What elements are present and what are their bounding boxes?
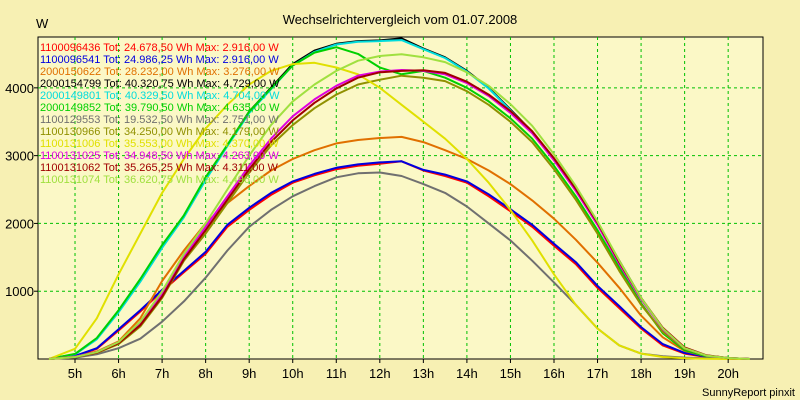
x-tick-label: 16h (543, 366, 565, 381)
x-tick-label: 19h (674, 366, 696, 381)
y-tick-label: 3000 (5, 149, 34, 164)
y-tick-label: 2000 (5, 216, 34, 231)
x-tick-label: 9h (242, 366, 256, 381)
grid (38, 37, 763, 359)
legend: 1100096436 Tot: 24.678,50 Wh Max: 2.916,… (40, 42, 280, 186)
series-line-1100131006 (48, 61, 750, 360)
legend-entry-1100096541: 1100096541 Tot: 24.986,25 Wh Max: 2.916,… (40, 54, 279, 66)
legend-entry-1100131074: 1100131074 Tot: 36.620,75 Wh Max: 4.496,… (40, 174, 279, 186)
series-line-1100131074 (48, 53, 750, 360)
series-layer (48, 37, 750, 360)
legend-entry-1100131062: 1100131062 Tot: 35.265,25 Wh Max: 4.311,… (40, 162, 279, 174)
legend-entry-1100129553: 1100129553 Tot: 19.532,50 Wh Max: 2.751,… (40, 114, 279, 126)
legend-entry-1100096436: 1100096436 Tot: 24.678,50 Wh Max: 2.916,… (40, 42, 279, 54)
legend-entry-2000154799: 2000154799 Tot: 40.320,75 Wh Max: 4.729,… (40, 78, 280, 90)
x-tick-label: 12h (369, 366, 391, 381)
x-tick-label: 7h (155, 366, 169, 381)
x-tick-label: 15h (500, 366, 522, 381)
legend-entry-1100130966: 1100130966 Tot: 34.250,00 Wh Max: 4.179,… (40, 126, 279, 138)
y-axis-label: W (36, 16, 49, 31)
x-tick-label: 17h (587, 366, 609, 381)
x-tick-label: 6h (111, 366, 125, 381)
x-tick-label: 11h (326, 366, 347, 381)
series-line-2000150622 (48, 135, 750, 360)
x-tick-label: 18h (630, 366, 652, 381)
x-tick-label: 14h (456, 366, 478, 381)
x-tick-label: 10h (282, 366, 304, 381)
legend-entry-2000149801: 2000149801 Tot: 40.329,50 Wh Max: 4.704,… (40, 90, 280, 102)
x-tick-label: 13h (413, 366, 435, 381)
legend-entry-2000150622: 2000150622 Tot: 28.232,00 Wh Max: 3.276,… (40, 66, 280, 78)
chart-title: Wechselrichtervergleich vom 01.07.2008 (283, 12, 518, 27)
axes: 5h 6h 7h 8h 9h 10h 11h 12h 13h 14h 15h 16h 17h 18h 19h… (5, 81, 739, 381)
x-tick-label: 8h (198, 366, 212, 381)
y-tick-label: 1000 (5, 284, 34, 299)
legend-entry-2000149852: 2000149852 Tot: 39.790,50 Wh Max: 4.635,… (40, 102, 280, 114)
legend-entry-1100131006: 1100131006 Tot: 35.553,00 Wh Max: 4.370,… (40, 138, 279, 150)
y-tick-label: 4000 (5, 81, 34, 96)
footer-credit: SunnyReport pinxit (702, 387, 795, 399)
series-line-2000149852 (48, 46, 750, 360)
x-tick-label: 5h (68, 366, 82, 381)
x-tick-label: 20h (717, 366, 739, 381)
legend-entry-1100131025: 1100131025 Tot: 34.948,50 Wh Max: 4.263,… (40, 150, 279, 162)
